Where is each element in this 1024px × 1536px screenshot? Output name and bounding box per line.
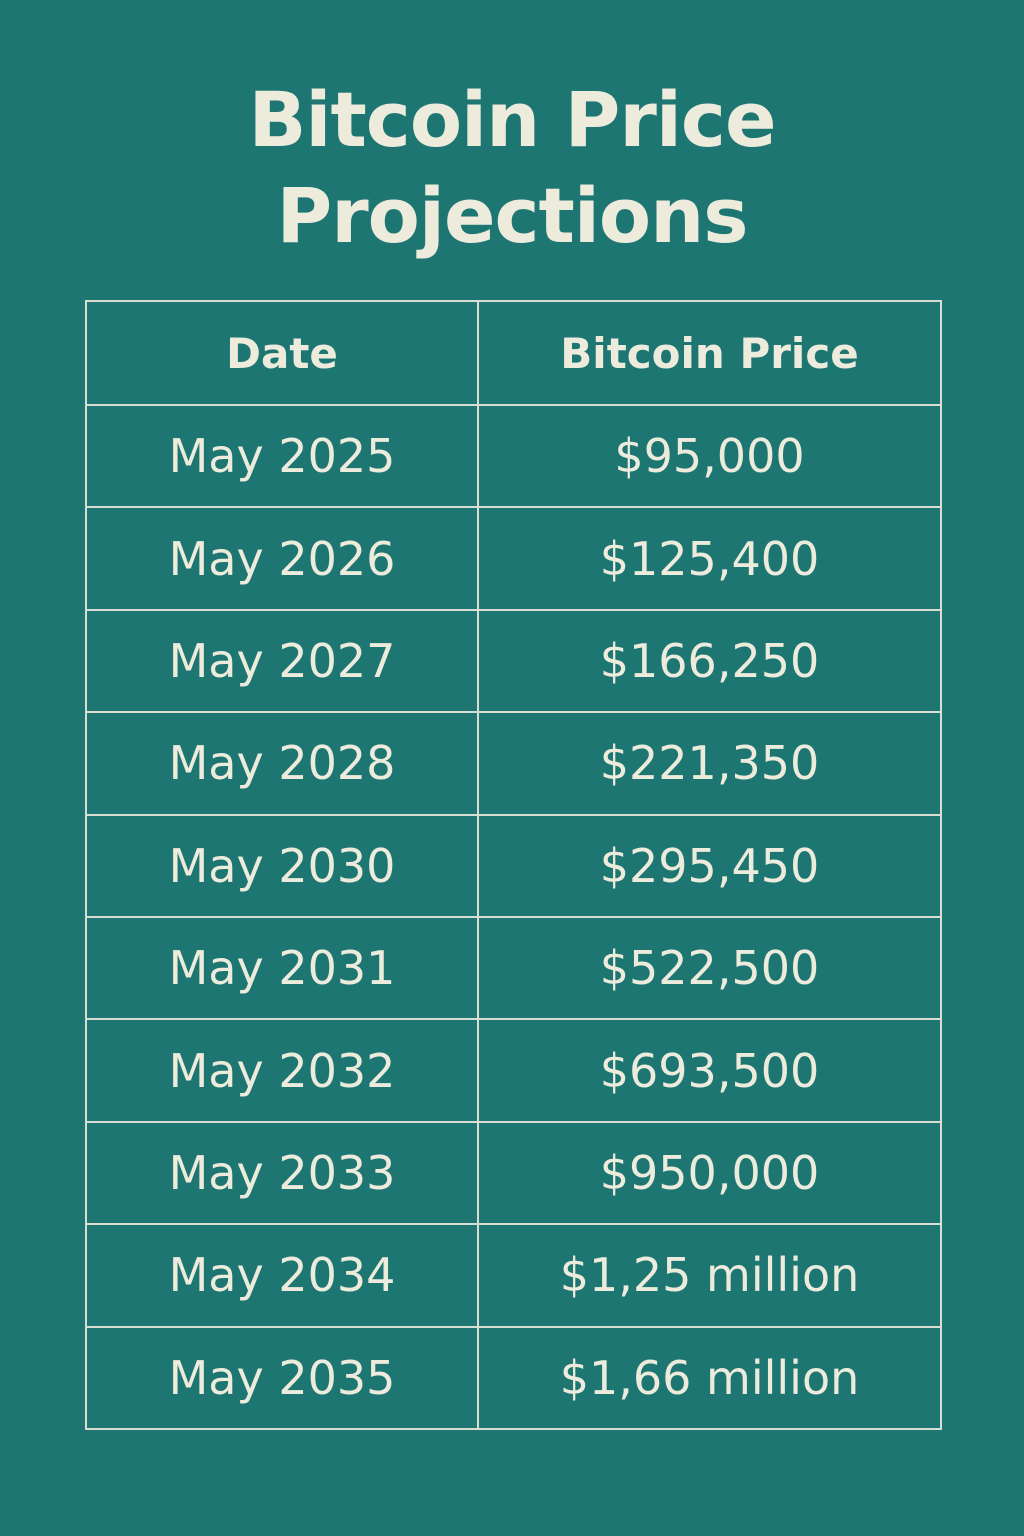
- date-cell: May 2033: [85, 1120, 479, 1226]
- price-cell: $95,000: [477, 403, 942, 509]
- table-row: May 2027 $166,250: [85, 608, 942, 714]
- table-header-row: Date Bitcoin Price: [85, 300, 942, 406]
- price-cell: $693,500: [477, 1018, 942, 1123]
- table-row: May 2035 $1,66 million: [85, 1325, 942, 1431]
- date-cell: May 2031: [85, 915, 479, 1021]
- page-title: Bitcoin Price Projections: [0, 72, 1024, 264]
- column-header-date: Date: [85, 300, 479, 406]
- price-cell: $295,450: [477, 813, 942, 918]
- table-row: May 2034 $1,25 million: [85, 1223, 942, 1328]
- title-line-1: Bitcoin Price: [248, 75, 776, 164]
- table-row: May 2028 $221,350: [85, 711, 942, 816]
- date-cell: May 2028: [85, 711, 479, 816]
- price-table: Date Bitcoin Price May 2025 $95,000 May 20…: [85, 300, 942, 1431]
- table-body: May 2025 $95,000 May 2026 $125,400 May 2027 $…: [85, 403, 942, 1431]
- date-cell: May 2025: [85, 403, 479, 509]
- column-header-price: Bitcoin Price: [477, 300, 942, 406]
- price-cell: $950,000: [477, 1120, 942, 1226]
- date-cell: May 2035: [85, 1325, 479, 1431]
- date-cell: May 2026: [85, 506, 479, 611]
- price-cell: $166,250: [477, 608, 942, 714]
- price-cell: $522,500: [477, 915, 942, 1021]
- title-line-2: Projections: [276, 171, 749, 260]
- date-cell: May 2027: [85, 608, 479, 714]
- table-row: May 2031 $522,500: [85, 915, 942, 1021]
- price-cell: $1,66 million: [477, 1325, 942, 1431]
- price-cell: $125,400: [477, 506, 942, 611]
- table-row: May 2032 $693,500: [85, 1018, 942, 1123]
- price-cell: $1,25 million: [477, 1223, 942, 1328]
- table-row: May 2025 $95,000: [85, 403, 942, 509]
- table-row: May 2026 $125,400: [85, 506, 942, 611]
- table-row: May 2030 $295,450: [85, 813, 942, 918]
- table-row: May 2033 $950,000: [85, 1120, 942, 1226]
- date-cell: May 2034: [85, 1223, 479, 1328]
- date-cell: May 2030: [85, 813, 479, 918]
- date-cell: May 2032: [85, 1018, 479, 1123]
- price-cell: $221,350: [477, 711, 942, 816]
